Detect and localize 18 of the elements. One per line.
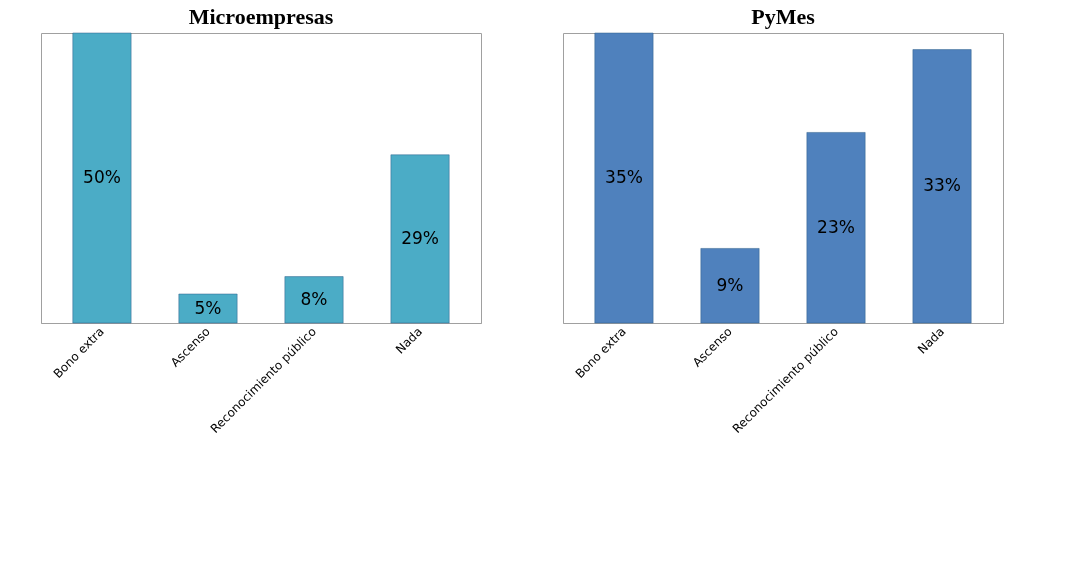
bar bbox=[284, 276, 344, 324]
chart-title: PyMes bbox=[751, 3, 816, 29]
data-label: 35% bbox=[605, 167, 643, 187]
data-label: 50% bbox=[83, 167, 121, 187]
bar bbox=[700, 248, 760, 324]
bar bbox=[72, 32, 132, 324]
chart-title: Microempresas bbox=[188, 3, 334, 29]
data-label: 9% bbox=[716, 274, 744, 295]
bar bbox=[912, 49, 972, 324]
bar bbox=[594, 32, 654, 324]
data-label: 23% bbox=[817, 216, 855, 237]
bar bbox=[178, 293, 238, 324]
data-label: 29% bbox=[401, 227, 439, 248]
data-label: 33% bbox=[923, 175, 961, 196]
bar bbox=[390, 154, 450, 324]
data-label: 8% bbox=[300, 288, 328, 309]
bar bbox=[806, 132, 866, 324]
data-label: 5% bbox=[194, 297, 222, 318]
